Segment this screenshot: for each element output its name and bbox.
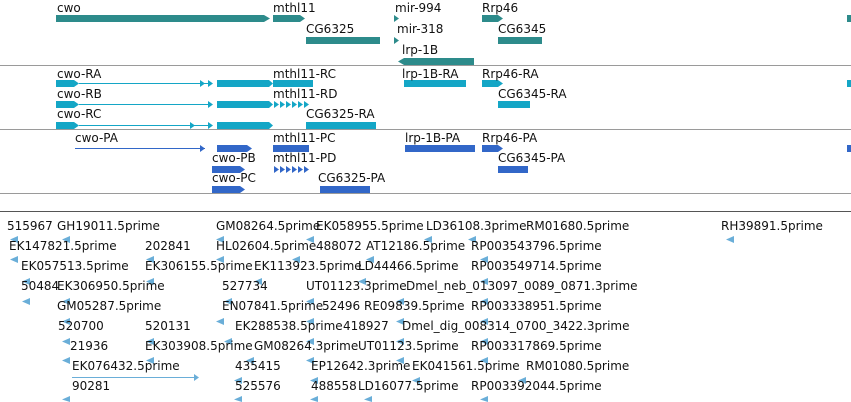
- transcript-label[interactable]: cwo-RA: [57, 67, 102, 81]
- est-label[interactable]: 515967: [7, 219, 53, 233]
- est-label[interactable]: 418927: [343, 319, 389, 333]
- est-label[interactable]: 21936: [70, 339, 109, 353]
- transcript-label[interactable]: CG6345-RA: [498, 87, 567, 101]
- transcript-label[interactable]: mthl11-RC: [273, 67, 337, 81]
- gene-label[interactable]: Rrp46: [482, 1, 519, 15]
- est-label[interactable]: EK041561.5prime: [412, 359, 520, 373]
- est-label[interactable]: EN07841.5prime: [222, 299, 324, 313]
- protein-label[interactable]: mthl11-PC: [273, 131, 336, 145]
- protein-label[interactable]: cwo-PA: [75, 131, 118, 145]
- est-label[interactable]: EK076432.5prime: [72, 359, 180, 373]
- transcript-label[interactable]: Rrp46-RA: [482, 67, 539, 81]
- est-label[interactable]: 520131: [145, 319, 191, 333]
- est-label[interactable]: RM01680.5prime: [526, 219, 630, 233]
- protein-label[interactable]: CG6325-PA: [318, 171, 386, 185]
- est-label[interactable]: LD36108.3prime: [426, 219, 527, 233]
- transcript-label[interactable]: cwo-RB: [57, 87, 102, 101]
- transcript-a-features[interactable]: [56, 80, 851, 129]
- protein-label[interactable]: CG6345-PA: [498, 151, 566, 165]
- est-label[interactable]: 520700: [58, 319, 104, 333]
- est-label[interactable]: 50484: [21, 279, 60, 293]
- gene-label[interactable]: CG6345: [498, 22, 547, 36]
- track-separator-3: [0, 193, 851, 194]
- est-label[interactable]: 90281: [72, 379, 111, 393]
- transcript-label[interactable]: CG6325-RA: [306, 107, 375, 121]
- est-label[interactable]: RP003338951.5prime: [471, 299, 602, 313]
- est-label[interactable]: LD44466.5prime: [358, 259, 459, 273]
- protein-label[interactable]: Rrp46-PA: [482, 131, 538, 145]
- protein-label[interactable]: lrp-1B-PA: [405, 131, 461, 145]
- est-label[interactable]: EK303908.5prime: [145, 339, 253, 353]
- protein-label[interactable]: cwo-PB: [212, 151, 256, 165]
- est-label[interactable]: RE09839.5prime: [364, 299, 465, 313]
- est-label[interactable]: UT01123.3prime: [306, 279, 407, 293]
- est-label[interactable]: LD16077.5prime: [358, 379, 459, 393]
- est-label[interactable]: EK306950.5prime: [57, 279, 165, 293]
- est-label[interactable]: EK057513.5prime: [21, 259, 129, 273]
- est-label[interactable]: EK306155.5prime: [145, 259, 253, 273]
- track-separator-4: [0, 211, 851, 212]
- est-label[interactable]: 527734: [222, 279, 268, 293]
- est-label[interactable]: 488072: [316, 239, 362, 253]
- est-label[interactable]: EK288538.5prime: [235, 319, 343, 333]
- protein-label[interactable]: mthl11-PD: [273, 151, 337, 165]
- est-label[interactable]: RM01080.5prime: [526, 359, 630, 373]
- est-label[interactable]: EK058955.5prime: [316, 219, 424, 233]
- est-label[interactable]: UT01123.5prime: [358, 339, 459, 353]
- est-label[interactable]: GH19011.5prime: [57, 219, 160, 233]
- gene-label[interactable]: CG6325: [306, 22, 355, 36]
- gene-label[interactable]: cwo: [57, 1, 81, 15]
- gene-label[interactable]: mir-994: [395, 1, 442, 15]
- est-label[interactable]: GM08264.3prime: [254, 339, 359, 353]
- est-label[interactable]: RP003543796.5prime: [471, 239, 602, 253]
- est-label[interactable]: GM05287.5prime: [57, 299, 162, 313]
- est-label[interactable]: 435415: [235, 359, 281, 373]
- est-label[interactable]: HL02604.5prime: [216, 239, 317, 253]
- gene-label[interactable]: lrp-1B: [402, 43, 439, 57]
- est-features[interactable]: [10, 236, 734, 402]
- protein-label[interactable]: cwo-PC: [212, 171, 256, 185]
- est-label[interactable]: RP003392044.5prime: [471, 379, 602, 393]
- transcript-label[interactable]: mthl11-RD: [273, 87, 338, 101]
- gene-features[interactable]: [56, 15, 851, 65]
- est-label[interactable]: 488558: [311, 379, 357, 393]
- transcript-label[interactable]: cwo-RC: [57, 107, 102, 121]
- est-label[interactable]: 52496: [322, 299, 361, 313]
- est-label[interactable]: Dmel_dig_008314_0700_3422.3prime: [402, 319, 630, 333]
- est-label[interactable]: RH39891.5prime: [721, 219, 823, 233]
- gene-label[interactable]: mir-318: [397, 22, 444, 36]
- est-label[interactable]: 525576: [235, 379, 281, 393]
- transcript-b-features[interactable]: [75, 145, 851, 193]
- est-label[interactable]: AT12186.5prime: [366, 239, 466, 253]
- est-label[interactable]: EK113923.5prime: [254, 259, 362, 273]
- est-label[interactable]: EK147821.5prime: [9, 239, 117, 253]
- est-label[interactable]: 202841: [145, 239, 191, 253]
- gene-label[interactable]: mthl11: [273, 1, 316, 15]
- est-label[interactable]: GM08264.5prime: [216, 219, 321, 233]
- track-separator-2: [0, 129, 851, 130]
- transcript-label[interactable]: lrp-1B-RA: [402, 67, 459, 81]
- est-label[interactable]: RP003549714.5prime: [471, 259, 602, 273]
- est-label[interactable]: EP12642.3prime: [311, 359, 411, 373]
- est-label[interactable]: Dmel_neb_013097_0089_0871.3prime: [406, 279, 638, 293]
- est-label[interactable]: RP003317869.5prime: [471, 339, 602, 353]
- track-separator-1: [0, 65, 851, 66]
